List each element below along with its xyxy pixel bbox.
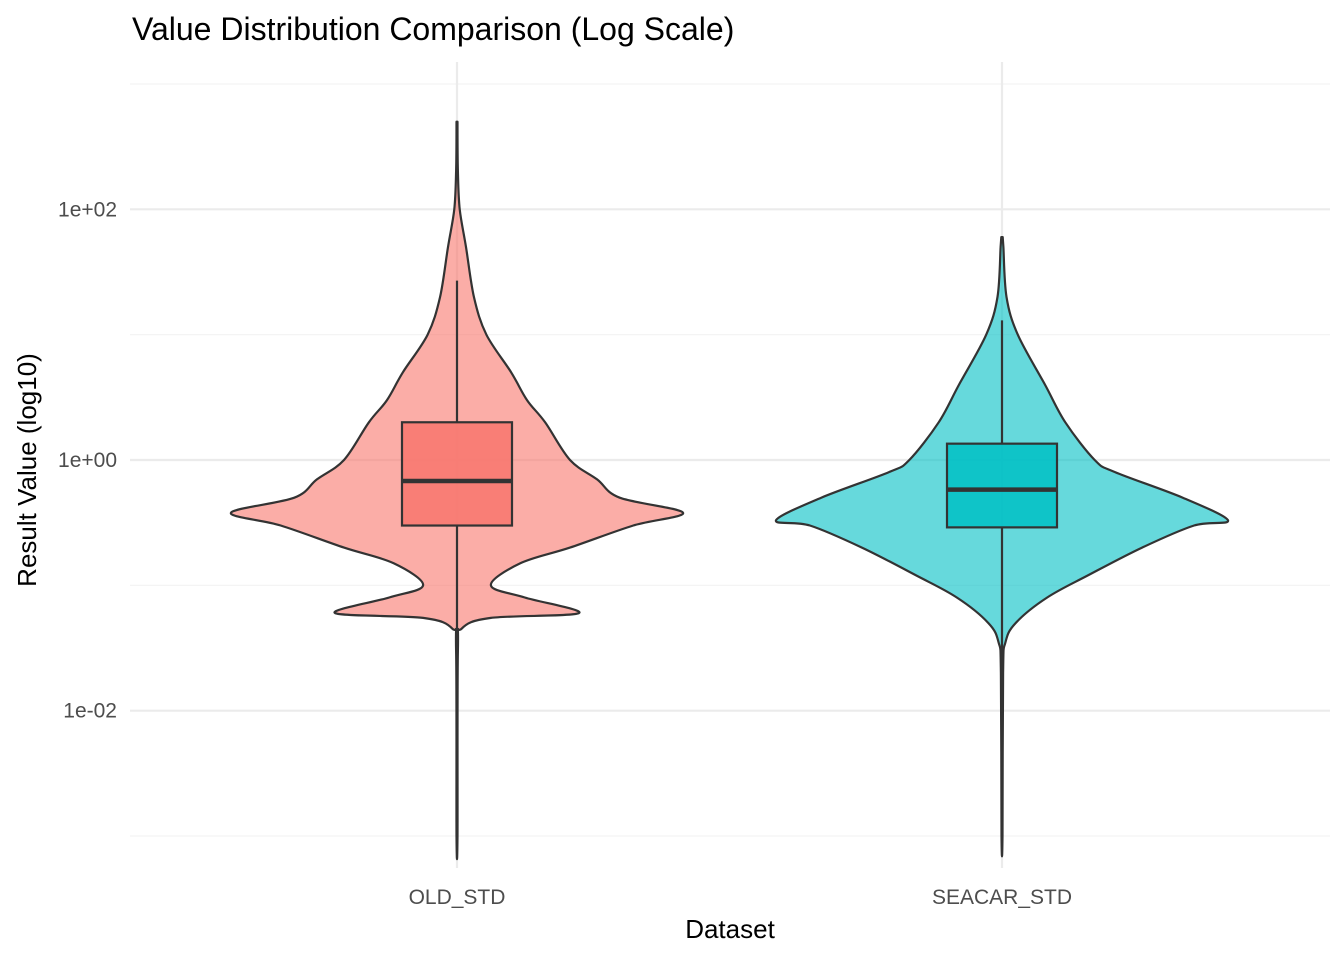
y-axis-ticks: 1e-02 1e+00 1e+02 (58, 198, 117, 722)
x-tick-label: OLD_STD (409, 886, 506, 909)
x-axis-title: Dataset (685, 914, 775, 944)
y-tick-label: 1e+02 (58, 198, 117, 221)
violins (229, 120, 1230, 861)
x-tick-label: SEACAR_STD (932, 886, 1072, 909)
y-tick-label: 1e-02 (63, 700, 117, 723)
y-tick-label: 1e+00 (58, 449, 117, 472)
box-seacar-std (945, 442, 1059, 529)
x-axis-ticks: OLD_STD SEACAR_STD (409, 886, 1072, 909)
y-axis-title: Result Value (log10) (12, 353, 42, 587)
box-old-std (400, 421, 514, 527)
gridlines (130, 62, 1330, 868)
chart-title: Value Distribution Comparison (Log Scale… (132, 11, 734, 47)
boxplots (400, 280, 1059, 836)
